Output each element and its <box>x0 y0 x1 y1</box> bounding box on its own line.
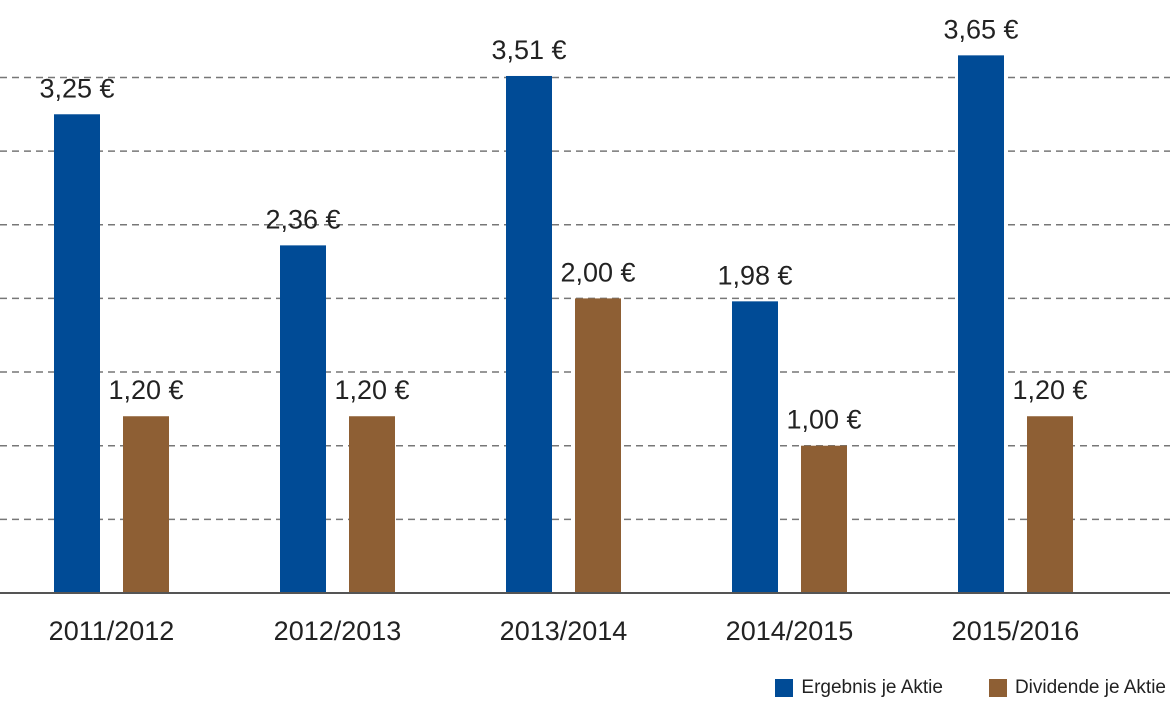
bar-ergebnis-2013-2014 <box>506 75 552 594</box>
category-label: 2014/2015 <box>726 616 854 646</box>
category-label: 2012/2013 <box>274 616 402 646</box>
bar-ergebnis-2011-2012 <box>54 114 100 594</box>
legend-item-dividende: Dividende je Aktie <box>988 677 1166 699</box>
value-label: 2,00 € <box>560 257 635 287</box>
category-label: 2011/2012 <box>49 616 175 646</box>
value-label: 1,20 € <box>108 375 183 405</box>
bar-dividende-2011-2012 <box>123 416 169 593</box>
value-label: 1,20 € <box>1012 375 1087 405</box>
value-label: 3,65 € <box>943 14 1018 44</box>
value-labels: 3,25 € 1,20 € 2,36 € 1,20 € 3,51 € 2,00 € 1,98… <box>39 14 1087 434</box>
legend-swatch-dividende <box>988 679 1007 697</box>
legend-label-dividende: Dividende je Aktie <box>1014 677 1166 698</box>
category-label: 2015/2016 <box>952 616 1080 646</box>
legend-swatch-ergebnis <box>775 679 794 697</box>
value-label: 1,20 € <box>334 375 409 405</box>
bar-dividende-2015-2016 <box>1027 416 1073 593</box>
value-label: 3,25 € <box>39 73 114 103</box>
bar-ergebnis-2012-2013 <box>280 245 326 593</box>
bar-ergebnis-2015-2016 <box>958 55 1004 594</box>
legend-label-ergebnis: Ergebnis je Aktie <box>801 677 943 698</box>
category-label: 2013/2014 <box>500 616 628 646</box>
category-labels: 2011/2012 2012/2013 2013/2014 2014/2015 2015… <box>49 616 1080 646</box>
bar-dividende-2013-2014 <box>575 298 621 593</box>
value-label: 2,36 € <box>265 204 340 234</box>
bar-ergebnis-2014-2015 <box>732 301 778 593</box>
legend-item-ergebnis: Ergebnis je Aktie <box>775 677 943 699</box>
bar-dividende-2014-2015 <box>801 445 847 593</box>
value-label: 1,98 € <box>717 260 792 290</box>
value-label: 1,00 € <box>786 405 861 435</box>
value-label: 3,51 € <box>491 35 566 65</box>
legend: Ergebnis je Aktie Dividende je Aktie <box>729 677 1166 699</box>
bars <box>54 55 1073 594</box>
bar-dividende-2012-2013 <box>349 416 395 593</box>
